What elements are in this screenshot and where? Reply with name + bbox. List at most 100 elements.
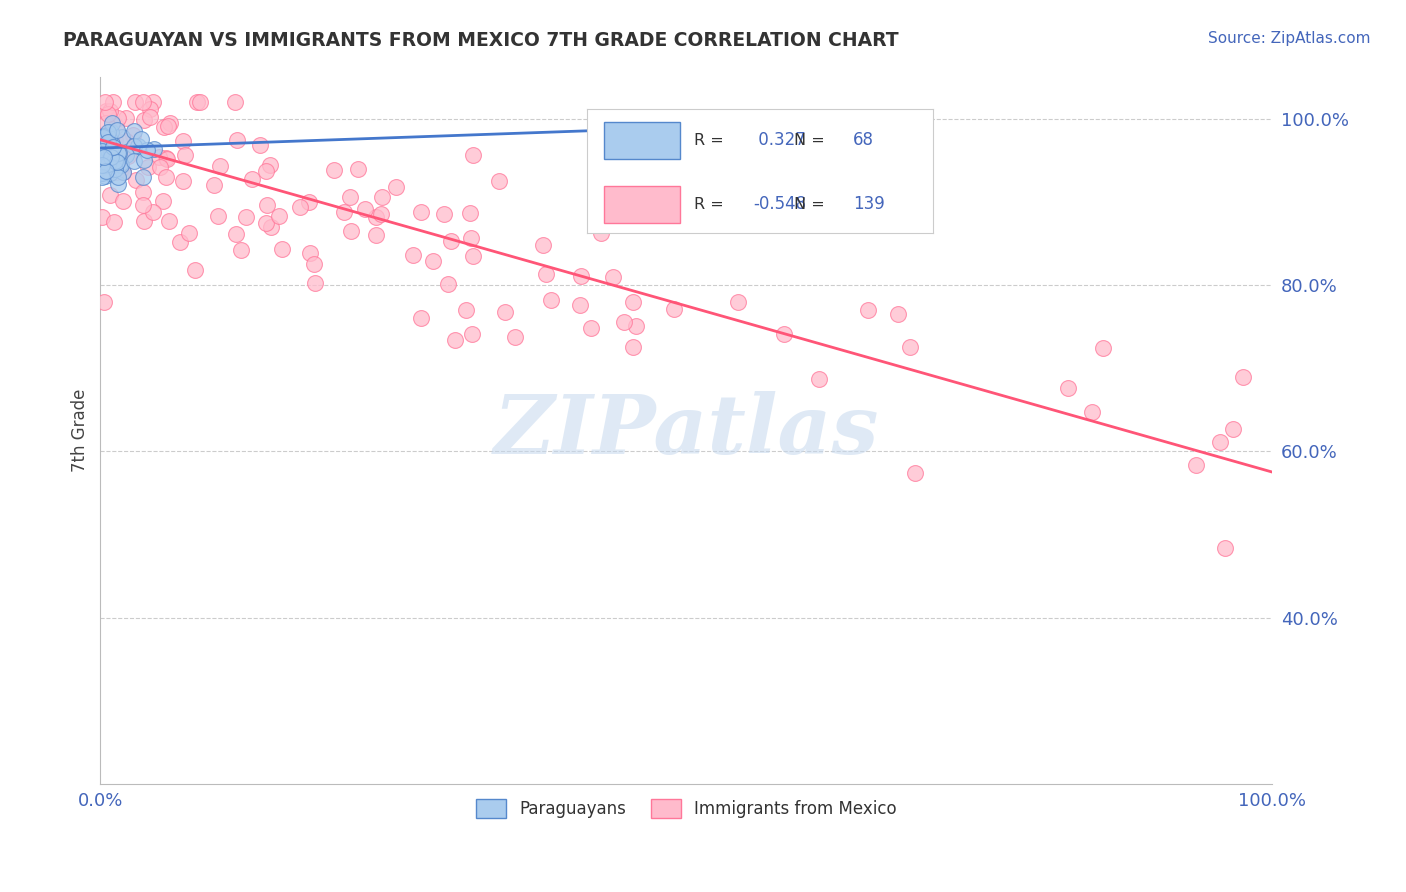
Point (772, 326, 794, 341)
Point (152, 194, 174, 209)
Text: ZIPatlas: ZIPatlas (494, 391, 879, 471)
Point (90, 128, 112, 143)
Point (97, 137, 120, 152)
Point (101, 95, 124, 110)
Point (94, 164, 117, 178)
Point (256, 198, 278, 212)
Point (134, 213, 156, 227)
Point (93, 142, 115, 156)
Point (613, 314, 636, 328)
Point (623, 294, 645, 309)
Point (461, 327, 484, 342)
Point (91, 210, 114, 224)
Point (97, 135, 120, 149)
Point (132, 95, 155, 110)
Point (112, 165, 135, 179)
Point (136, 144, 159, 158)
Point (98, 143, 121, 157)
Point (98, 140, 121, 154)
Point (93, 129, 115, 144)
Point (107, 177, 129, 191)
Point (111, 194, 134, 208)
Point (94, 152, 117, 166)
Point (235, 210, 257, 224)
Point (90, 170, 112, 185)
Point (127, 139, 149, 153)
Point (157, 119, 180, 133)
Point (385, 180, 408, 194)
Point (339, 190, 361, 204)
Point (621, 340, 644, 354)
Point (589, 226, 612, 240)
Point (155, 169, 177, 184)
Point (98, 166, 121, 180)
Point (122, 128, 145, 142)
Point (90, 144, 112, 158)
Point (98, 131, 121, 145)
Point (125, 173, 148, 187)
Point (131, 198, 153, 212)
Point (107, 155, 129, 169)
Point (454, 303, 477, 318)
Point (364, 210, 387, 224)
Point (209, 160, 232, 174)
Point (122, 153, 145, 168)
Point (91, 130, 114, 145)
Point (169, 235, 191, 249)
Point (259, 158, 281, 172)
Point (96, 151, 118, 165)
Point (333, 204, 356, 219)
Point (540, 293, 562, 307)
Point (347, 162, 370, 177)
Point (664, 302, 686, 317)
Point (94, 150, 117, 164)
Point (94, 95, 117, 110)
Point (174, 148, 197, 162)
Point (254, 216, 277, 230)
Point (364, 227, 387, 242)
Point (91, 166, 114, 180)
Point (101, 140, 124, 154)
Point (104, 161, 127, 176)
Point (111, 165, 134, 179)
Point (433, 207, 456, 221)
Text: PARAGUAYAN VS IMMIGRANTS FROM MEXICO 7TH GRADE CORRELATION CHART: PARAGUAYAN VS IMMIGRANTS FROM MEXICO 7TH… (63, 31, 898, 50)
Point (271, 242, 294, 256)
Point (409, 205, 432, 219)
Point (97, 156, 120, 170)
Point (104, 120, 127, 134)
Point (122, 139, 145, 153)
Point (100, 104, 122, 119)
Point (100, 124, 122, 138)
Point (1081, 405, 1104, 419)
Point (114, 111, 136, 125)
Point (254, 164, 277, 178)
Point (94, 116, 117, 130)
Point (242, 172, 264, 186)
Point (461, 249, 484, 263)
Point (131, 169, 153, 184)
Point (156, 153, 179, 167)
Point (97, 125, 120, 139)
Point (290, 200, 312, 214)
Point (488, 174, 510, 188)
Point (94, 169, 117, 184)
Point (858, 303, 880, 318)
Point (153, 120, 176, 135)
Point (117, 149, 139, 163)
Point (90, 156, 112, 170)
Point (100, 150, 122, 164)
Point (115, 134, 138, 148)
Point (1092, 341, 1115, 355)
Point (503, 330, 526, 344)
Point (111, 129, 134, 144)
Point (97, 155, 120, 169)
Point (100, 145, 122, 160)
Point (143, 142, 166, 156)
Point (460, 231, 482, 245)
Point (98, 145, 121, 159)
Point (105, 155, 128, 169)
Point (91, 155, 114, 169)
Point (97, 153, 120, 168)
Point (172, 174, 194, 188)
